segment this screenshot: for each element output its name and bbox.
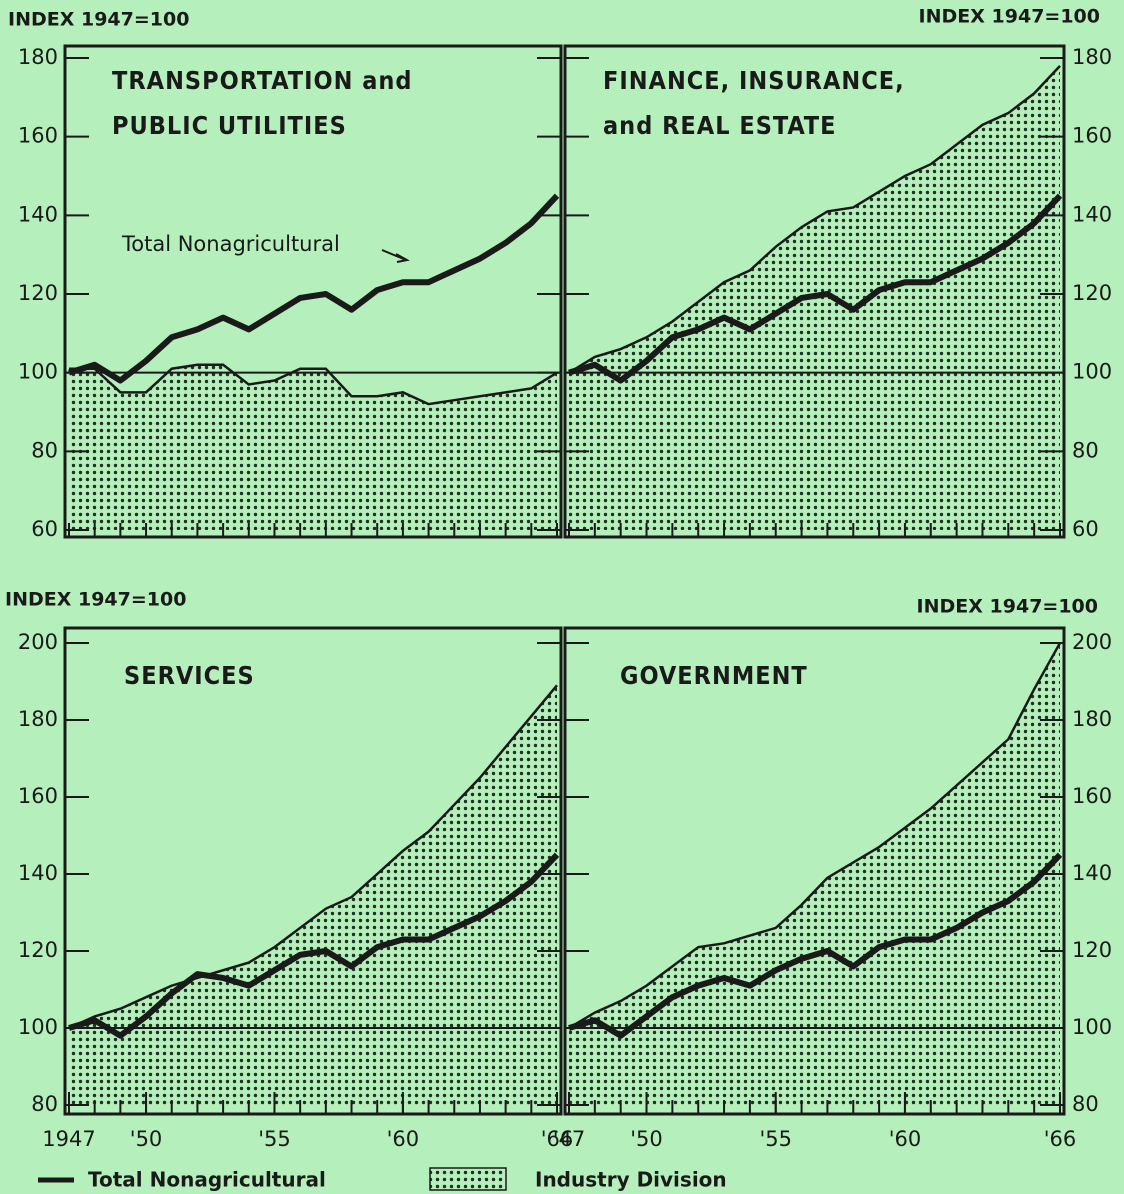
y-tick-label: 200	[18, 630, 58, 654]
legend-label: Total Nonagricultural	[88, 1168, 326, 1192]
panel: 80 100 120 140 160 180 200 '47 '50 '55 '60 '66 GOVER…	[553, 596, 1112, 1152]
y-tick-label: 200	[1072, 630, 1112, 654]
line	[68, 852, 560, 1039]
y-tick-label: 100	[18, 360, 58, 384]
y-tick-label: 60	[31, 517, 58, 541]
x-tick-label: '60	[387, 1127, 420, 1151]
y-tick-label: 120	[1072, 281, 1112, 305]
y-tick-label: 80	[1072, 1092, 1099, 1116]
y-tick-label: 180	[18, 45, 58, 69]
x-tick-label: '47	[553, 1127, 586, 1151]
line	[68, 193, 560, 384]
area-edge	[568, 642, 1062, 1030]
panels: 60 80 100 120 140 160 180 TRANSPORTATION and PUB…	[5, 6, 1112, 1152]
y-tick-label: 160	[1072, 124, 1112, 148]
panel: 60 80 100 120 140 160 180 FINANCE, INSURANCE, an…	[563, 6, 1112, 541]
y-tick-label: 100	[1072, 360, 1112, 384]
panel-title: and REAL ESTATE	[603, 111, 837, 140]
line	[568, 193, 1063, 384]
y-tick-label: 120	[18, 938, 58, 962]
y-tick-label: 160	[18, 784, 58, 808]
y-tick-label: 140	[1072, 202, 1112, 226]
x-tick-label: '66	[541, 1127, 574, 1151]
x-tick-label: '60	[889, 1127, 922, 1151]
y-tick-label: 140	[1072, 861, 1112, 885]
x-tick-label: '55	[258, 1127, 291, 1151]
panel-title: PUBLIC UTILITIES	[112, 111, 347, 140]
y-tick-label: 180	[1072, 707, 1112, 731]
area	[69, 364, 557, 530]
y-tick-label: 80	[1072, 438, 1099, 462]
plot-frame	[563, 44, 1066, 539]
panel-title: SERVICES	[124, 661, 255, 690]
x-tick-label: 1947	[42, 1127, 95, 1151]
y-tick-label: 100	[1072, 1015, 1112, 1039]
line	[568, 852, 1063, 1039]
y-tick-label: 120	[1072, 938, 1112, 962]
area	[69, 685, 557, 1105]
y-tick-label: 120	[18, 281, 58, 305]
y-tick-label: 60	[1072, 517, 1099, 541]
plot-frame	[63, 626, 563, 1116]
area-edge	[68, 684, 558, 1030]
legend-area-swatch	[429, 1167, 507, 1191]
area-edge	[568, 65, 1061, 374]
y-tick-label: 160	[1072, 784, 1112, 808]
y-tick-label: 180	[18, 707, 58, 731]
area	[569, 643, 1060, 1105]
annotation-arrow	[381, 249, 410, 263]
panel-title: FINANCE, INSURANCE,	[603, 66, 905, 95]
panel: 60 80 100 120 140 160 180 TRANSPORTATION and PUB…	[8, 9, 563, 541]
y-axis-label: INDEX 1947=100	[917, 596, 1098, 618]
y-tick-label: 80	[31, 1092, 58, 1116]
y-tick-label: 180	[1072, 45, 1112, 69]
panel-title: GOVERNMENT	[620, 661, 808, 690]
y-tick-label: 160	[18, 124, 58, 148]
x-tick-label: '50	[630, 1127, 663, 1151]
annotation: Total Nonagricultural	[121, 232, 340, 256]
y-axis-label: INDEX 1947=100	[5, 589, 186, 611]
y-tick-label: 140	[18, 202, 58, 226]
plot-frame	[563, 626, 1066, 1116]
y-axis-label: INDEX 1947=100	[8, 9, 189, 31]
y-tick-label: 80	[31, 438, 58, 462]
panel-title: TRANSPORTATION and	[112, 66, 413, 95]
panel: 80 100 120 140 160 180 200 1947 '50 '55 '60 '66 SERV…	[5, 589, 573, 1152]
x-tick-label: '50	[130, 1127, 163, 1151]
y-tick-label: 140	[18, 861, 58, 885]
plot-frame	[63, 44, 563, 539]
x-tick-label: '55	[759, 1127, 792, 1151]
y-tick-label: 100	[18, 1015, 58, 1039]
legend-label: Industry Division	[535, 1168, 727, 1192]
area-edge	[69, 363, 558, 406]
x-tick-label: '66	[1044, 1127, 1077, 1151]
y-axis-label: INDEX 1947=100	[919, 6, 1100, 28]
